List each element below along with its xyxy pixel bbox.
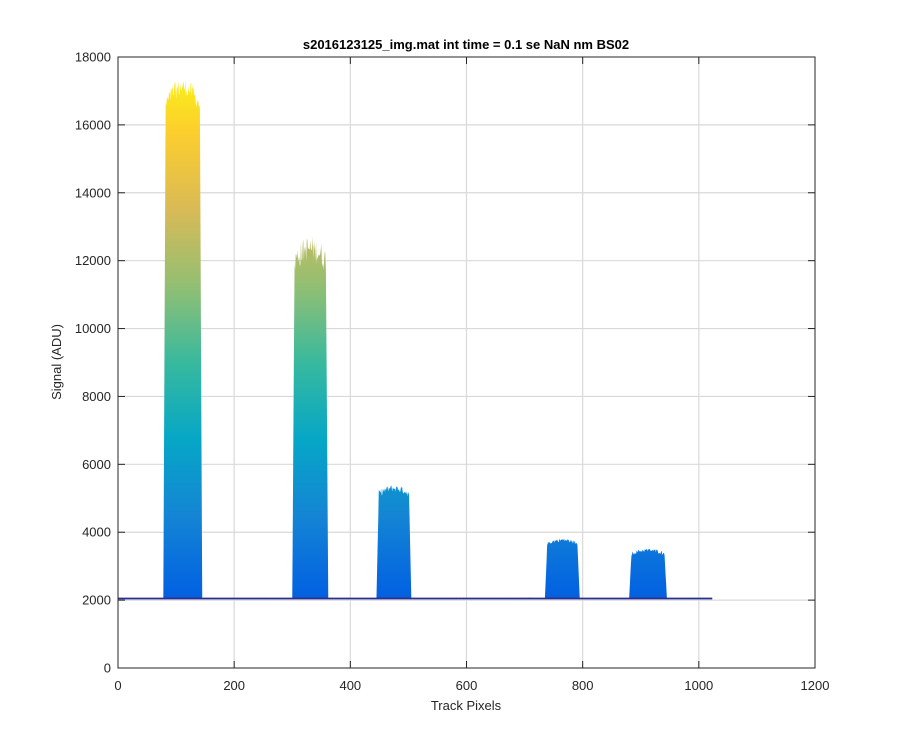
x-tick-label: 0 <box>114 678 121 693</box>
chart-title: s2016123125_img.mat int time = 0.1 se Na… <box>303 37 629 52</box>
x-tick-label: 200 <box>223 678 245 693</box>
signal-area <box>118 80 713 600</box>
y-tick-label: 6000 <box>82 457 111 472</box>
y-tick-label: 18000 <box>75 50 111 65</box>
y-tick-label: 10000 <box>75 321 111 336</box>
y-axis-label: Signal (ADU) <box>49 324 64 400</box>
grid <box>118 57 815 668</box>
x-tick-label: 400 <box>339 678 361 693</box>
y-tick-label: 12000 <box>75 253 111 268</box>
x-tick-label: 1000 <box>684 678 713 693</box>
x-axis-label: Track Pixels <box>431 698 502 713</box>
y-tick-label: 0 <box>104 661 111 676</box>
y-tick-label: 8000 <box>82 389 111 404</box>
data-area <box>118 80 713 600</box>
ticks: 0 200 400 600 800 1000 12000200040006000800010… <box>75 50 830 694</box>
y-tick-label: 4000 <box>82 525 111 540</box>
y-tick-label: 2000 <box>82 593 111 608</box>
y-tick-label: 16000 <box>75 117 111 132</box>
y-tick-label: 14000 <box>75 185 111 200</box>
x-tick-label: 800 <box>572 678 594 693</box>
x-tick-label: 600 <box>456 678 478 693</box>
x-tick-label: 1200 <box>801 678 830 693</box>
